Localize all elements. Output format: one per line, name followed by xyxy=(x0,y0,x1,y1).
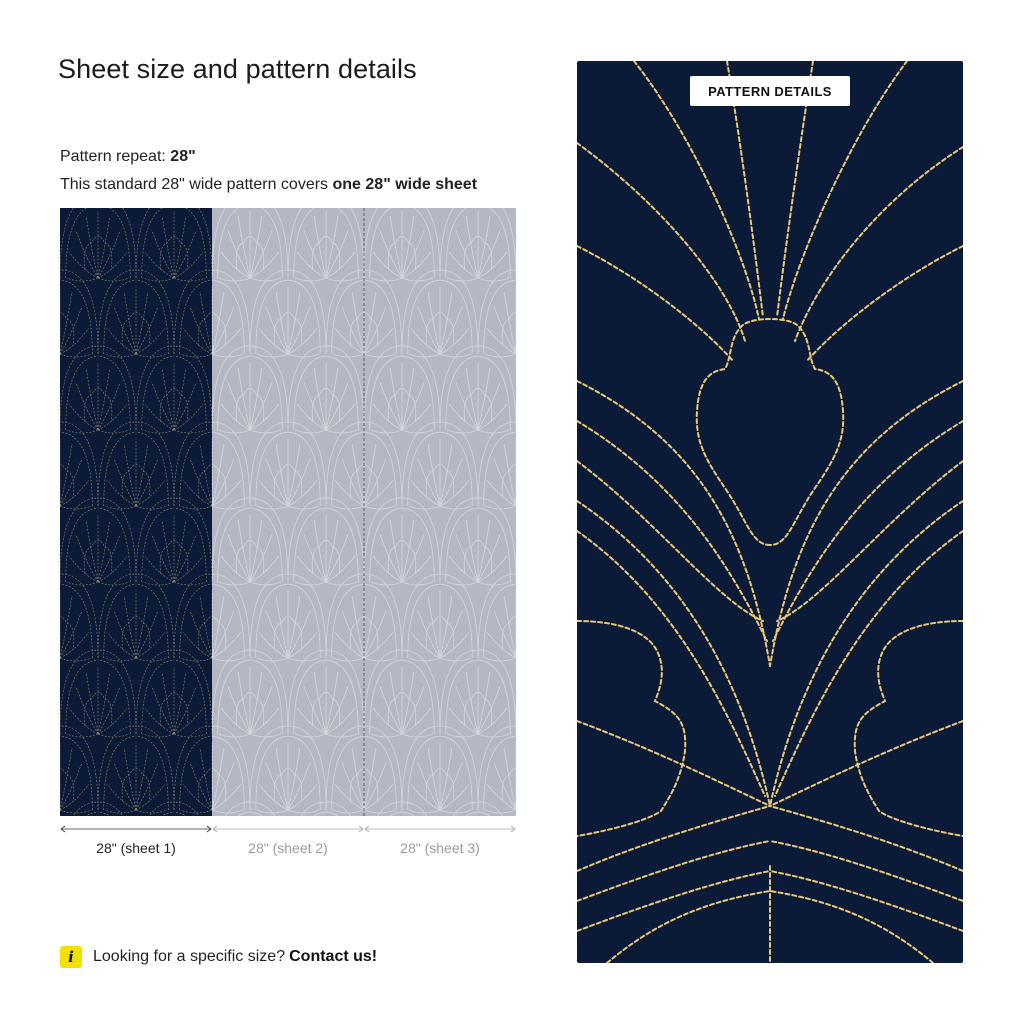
coverage-prefix: This standard 28" wide pattern covers xyxy=(60,176,329,193)
sheet-preview-svg xyxy=(60,208,516,816)
sheet-2-label: 28" (sheet 2) xyxy=(248,840,328,856)
dimension-line-1 xyxy=(60,825,212,833)
pattern-detail-panel: PATTERN DETAILS xyxy=(577,61,963,963)
sheet-3-label: 28" (sheet 3) xyxy=(400,840,480,856)
sheet-1-pattern xyxy=(60,208,212,816)
footer: i Looking for a specific size? Contact u… xyxy=(60,946,377,968)
contact-us-link[interactable]: Contact us! xyxy=(289,948,378,965)
coverage-emphasis: one 28" wide sheet xyxy=(332,176,478,193)
sheet-2-3-pattern xyxy=(212,208,516,816)
footer-text: Looking for a specific size? xyxy=(93,948,286,965)
sheet-dimensions: 28" (sheet 1) 28" (sheet 2) 28" (sheet 3… xyxy=(60,822,516,862)
pattern-repeat-line: Pattern repeat: 28" xyxy=(60,148,196,166)
sheet-1-bg xyxy=(60,208,212,816)
pattern-repeat-value: 28" xyxy=(170,148,196,165)
sheet-preview xyxy=(60,208,516,816)
pattern-details-button[interactable]: PATTERN DETAILS xyxy=(690,76,850,106)
pattern-repeat-label: Pattern repeat: xyxy=(60,148,166,165)
sheet-1-label: 28" (sheet 1) xyxy=(96,840,176,856)
coverage-line: This standard 28" wide pattern covers on… xyxy=(60,176,477,194)
dimension-line-2 xyxy=(212,825,364,833)
page-title: Sheet size and pattern details xyxy=(58,54,417,84)
pattern-detail-svg xyxy=(577,61,963,963)
dimension-lines xyxy=(60,825,516,833)
stitch-lines xyxy=(577,61,963,963)
dimension-line-3 xyxy=(364,825,516,833)
info-icon: i xyxy=(60,946,82,968)
